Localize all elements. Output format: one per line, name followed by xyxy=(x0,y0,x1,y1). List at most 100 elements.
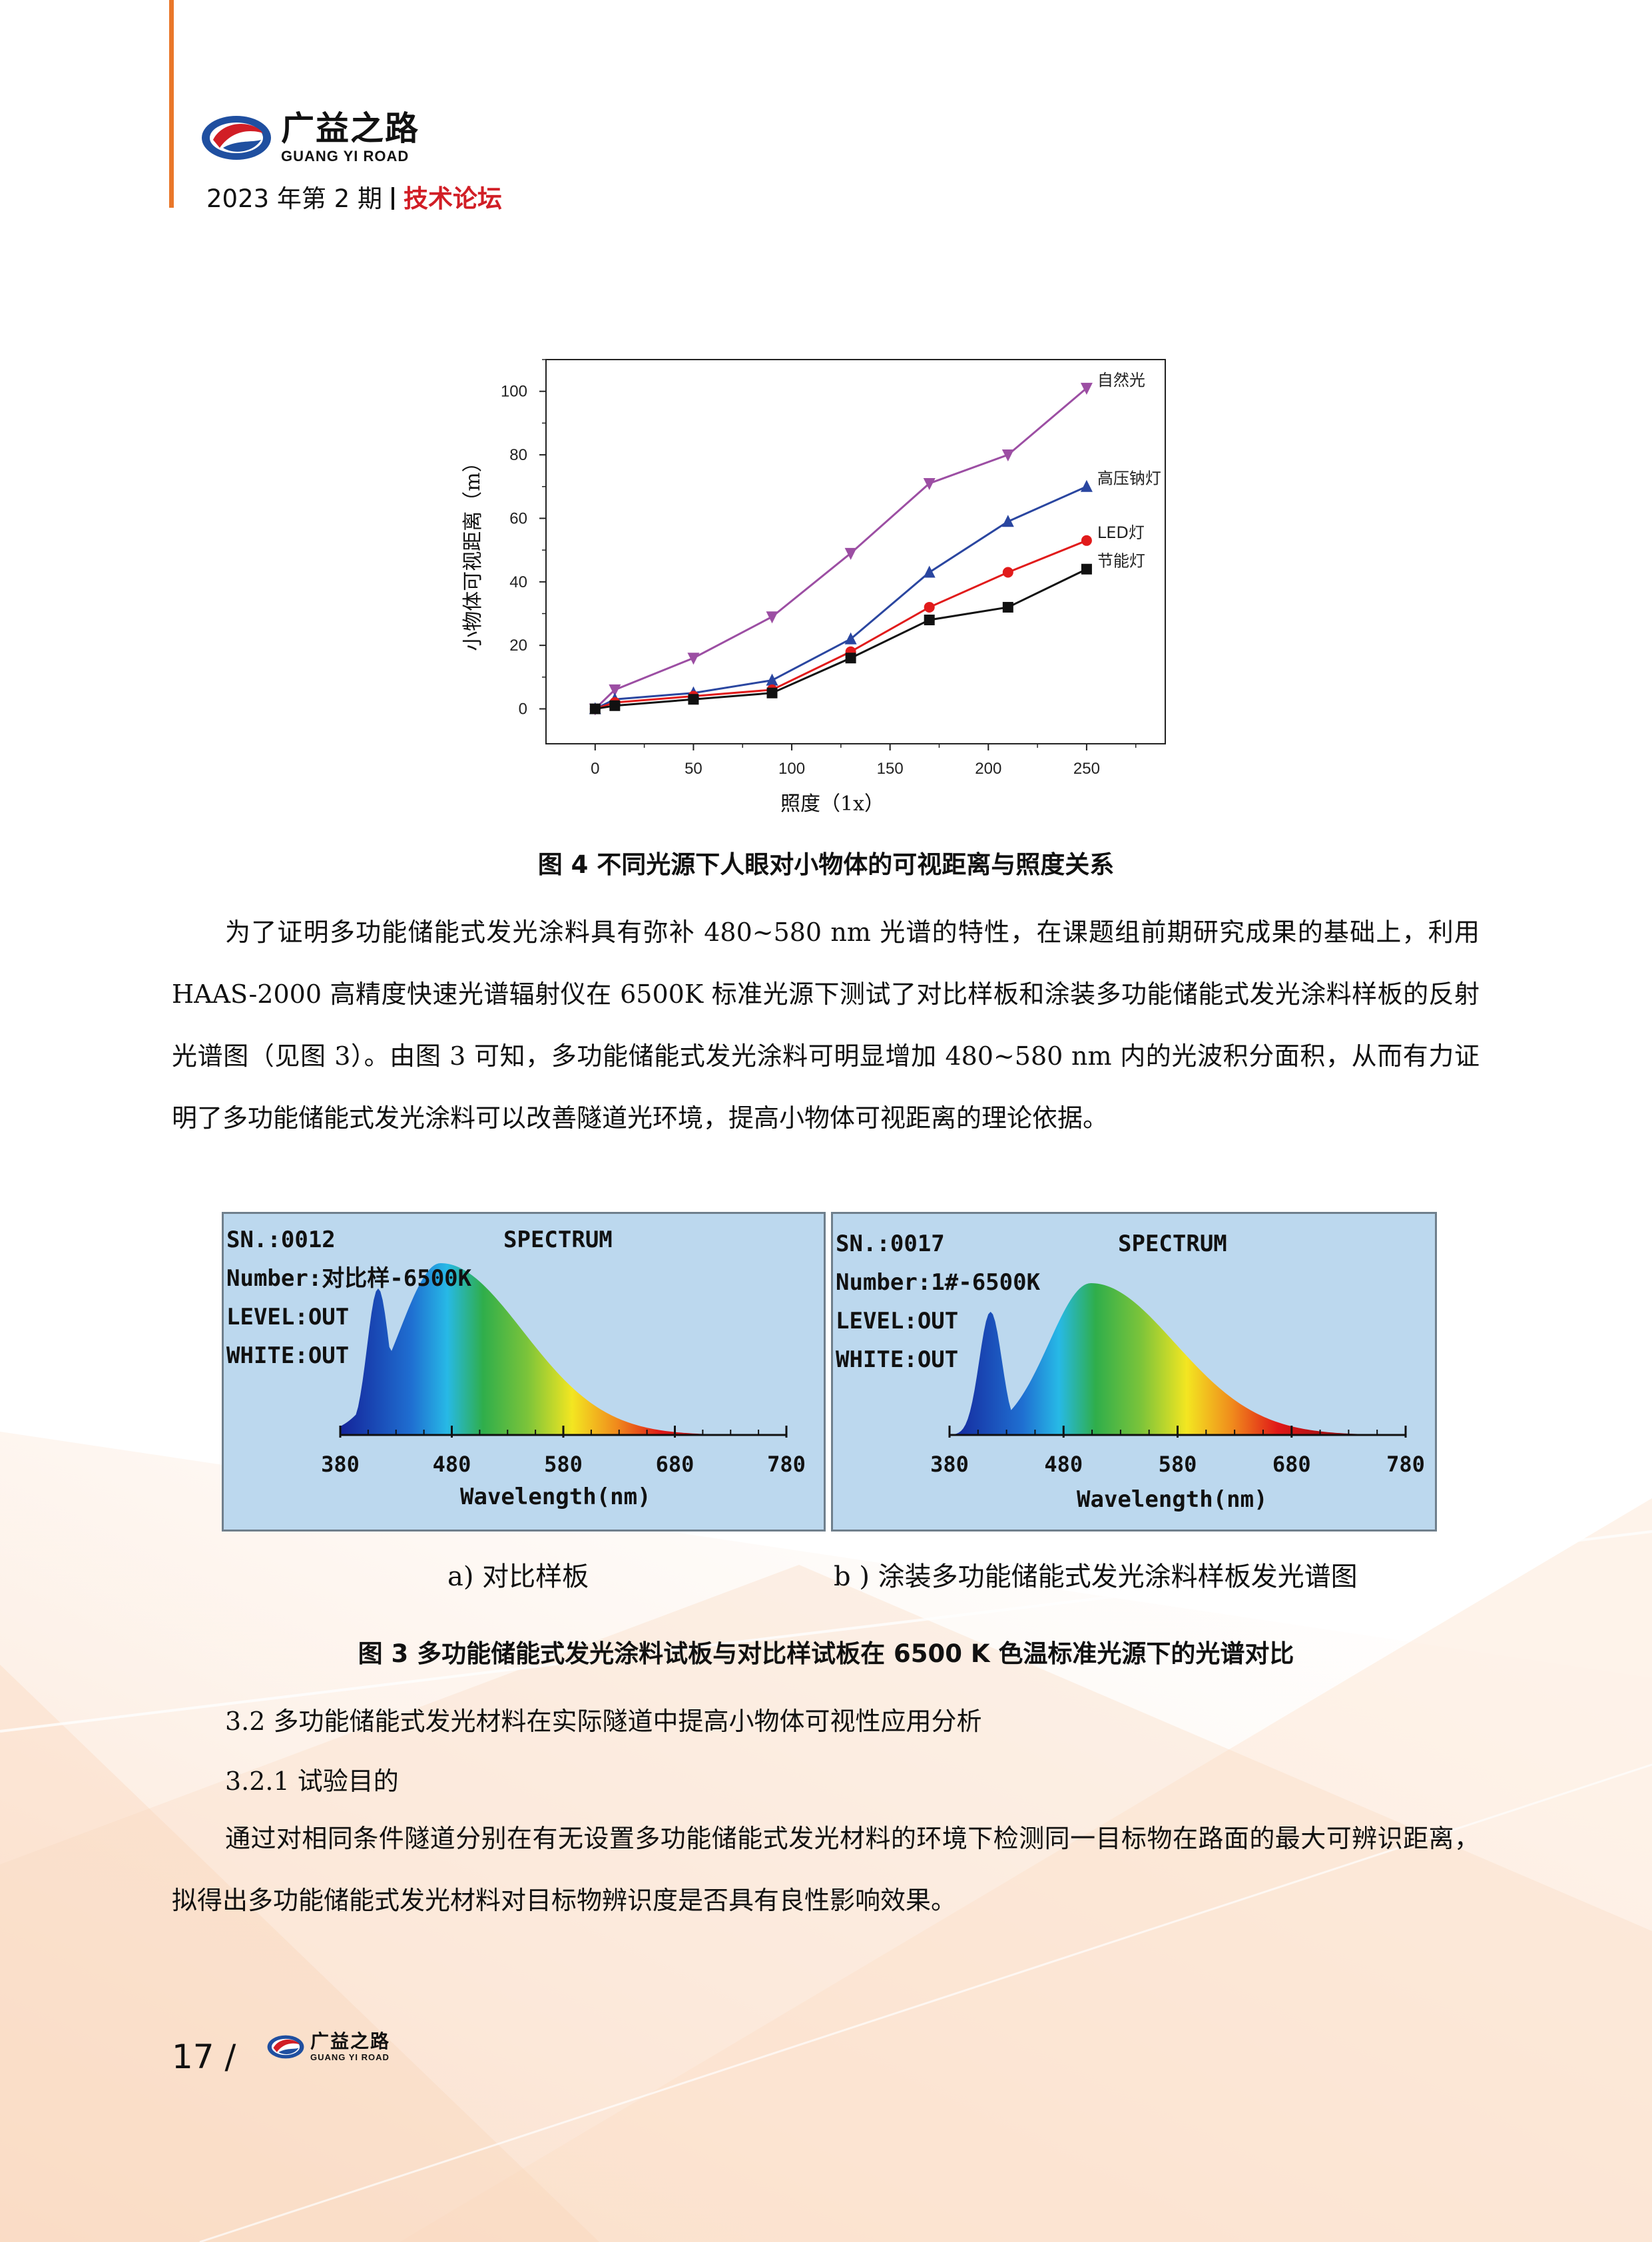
series-label: LED灯 xyxy=(1097,523,1145,542)
spectrum-b-title: SPECTRUM xyxy=(1118,1231,1227,1257)
footer-logo-english-name: GUANG YI ROAD xyxy=(310,2052,390,2062)
logo-chinese-name: 广益之路 xyxy=(281,109,419,148)
plot-frame xyxy=(545,359,1166,744)
series-line xyxy=(595,485,1087,710)
y-tick-label: 0 xyxy=(519,701,527,718)
y-tick-label: 80 xyxy=(509,446,527,464)
data-point xyxy=(1081,563,1092,575)
header-logo: 广益之路 GUANG YI ROAD xyxy=(200,112,419,164)
y-tick-label: 100 xyxy=(501,383,527,401)
figure4-line-chart: 0 50 100 150 200 250 0 20 40 60 80 100 照度（1x） 小物体可视距离… xyxy=(461,359,1166,816)
data-point xyxy=(923,565,936,578)
spectrum-a-sn: SN.:0012 xyxy=(226,1227,336,1253)
x-tick-label: 0 xyxy=(591,760,599,778)
series-line xyxy=(595,539,1087,710)
footer-logo-mark-icon xyxy=(267,2035,304,2059)
figure3-subcaption-a: a) 对比样板 xyxy=(447,1561,589,1592)
spectrum-b-xlabel: Wavelength(nm) xyxy=(1077,1486,1268,1513)
figure3-subcaption-b: b ) 涂装多功能储能式发光涂料样板发光谱图 xyxy=(834,1561,1358,1592)
spectrum-a-plot: 380 480 580 680 780 xyxy=(321,1263,806,1477)
spectrum-a-white: WHITE:OUT xyxy=(226,1342,350,1369)
data-point xyxy=(1080,479,1093,492)
b-x-tick-label: 780 xyxy=(1386,1452,1425,1477)
section-name: 技术论坛 xyxy=(404,184,502,213)
series-label: 高压钠灯 xyxy=(1097,469,1161,488)
paragraph-2: 通过对相同条件隧道分别在有无设置多功能储能式发光材料的环境下检测同一目标物在路面… xyxy=(172,1808,1480,1932)
data-point xyxy=(766,673,778,686)
spectrum-b-level: LEVEL:OUT xyxy=(836,1308,959,1334)
series-label: 节能灯 xyxy=(1097,552,1145,571)
spectrum-b-plot: 380 480 580 680 780 xyxy=(930,1283,1425,1477)
a-spectrum-curve xyxy=(340,1263,786,1435)
x-axis-label: 照度（1x） xyxy=(780,792,884,816)
b-spectrum-curve xyxy=(950,1283,1406,1435)
spectrum-b-number: Number:1#-6500K xyxy=(836,1269,1041,1296)
data-point xyxy=(1001,515,1014,527)
logo-mark-icon xyxy=(202,116,271,160)
paragraph-1: 为了证明多功能储能式发光涂料具有弥补 480~580 nm 光谱的特性，在课题组… xyxy=(172,902,1480,1149)
data-point xyxy=(923,477,936,490)
spectrum-a-number: Number:对比样-6500K xyxy=(226,1265,472,1292)
x-tick-label: 50 xyxy=(685,760,702,778)
subsection-heading: 3.2.1 试验目的 xyxy=(172,1751,1480,1811)
data-point xyxy=(1002,601,1013,613)
data-point xyxy=(687,653,700,665)
paragraph-2-text: 通过对相同条件隧道分别在有无设置多功能储能式发光材料的环境下检测同一目标物在路面… xyxy=(172,1824,1480,1915)
x-tick-label: 200 xyxy=(975,760,1001,778)
series-line xyxy=(594,387,1087,710)
data-point xyxy=(1002,567,1013,578)
data-point xyxy=(688,694,699,705)
spectrum-b-sn: SN.:0017 xyxy=(836,1231,945,1257)
spectrum-panel-a: 380 480 580 680 780 SN.:0012 Number:对比样-6500… xyxy=(222,1212,826,1532)
footer-logo: 广益之路 GUANG YI ROAD xyxy=(266,2032,390,2062)
a-x-tick-label: 480 xyxy=(433,1452,471,1477)
data-point xyxy=(924,615,935,626)
b-x-tick-label: 380 xyxy=(930,1452,969,1477)
section-heading: 3.2 多功能储能式发光材料在实际隧道中提高小物体可视性应用分析 xyxy=(172,1691,1480,1751)
page-number: 17 / xyxy=(172,2038,236,2076)
y-axis-label: 小物体可视距离（m） xyxy=(461,452,485,651)
data-point xyxy=(1080,382,1093,395)
spectrum-a-level: LEVEL:OUT xyxy=(226,1304,350,1330)
b-x-tick-label: 680 xyxy=(1272,1452,1311,1477)
figure3-caption: 图 3 多功能储能式发光涂料试板与对比样试板在 6500 K 色温标准光源下的光… xyxy=(358,1639,1294,1668)
series-line xyxy=(595,568,1087,710)
b-x-tick-label: 580 xyxy=(1159,1452,1197,1477)
x-tick-label: 150 xyxy=(877,760,904,778)
data-point xyxy=(844,547,857,560)
header-accent-bar xyxy=(169,0,174,208)
x-tick-label: 250 xyxy=(1073,760,1100,778)
figure4-caption: 图 4 不同光源下人眼对小物体的可视距离与照度关系 xyxy=(537,850,1115,879)
a-x-tick-label: 680 xyxy=(656,1452,694,1477)
spectrum-a-xlabel: Wavelength(nm) xyxy=(460,1484,651,1510)
series-label: 自然光 xyxy=(1097,371,1145,390)
y-tick-label: 20 xyxy=(509,637,527,655)
spectrum-b-white: WHITE:OUT xyxy=(836,1346,959,1373)
spectrum-panel-b: 380 480 580 680 780 SN.:0017 Number:1#-6500K… xyxy=(831,1212,1437,1532)
paragraph-1-text: 为了证明多功能储能式发光涂料具有弥补 480~580 nm 光谱的特性，在课题组… xyxy=(172,918,1480,1133)
section-heading-text: 3.2 多功能储能式发光材料在实际隧道中提高小物体可视性应用分析 xyxy=(225,1707,982,1736)
a-x-tick-label: 580 xyxy=(544,1452,583,1477)
b-x-tick-label: 480 xyxy=(1044,1452,1083,1477)
issue-number: 2023 年第 2 期 xyxy=(206,184,382,213)
y-tick-label: 40 xyxy=(509,573,527,591)
data-point xyxy=(609,684,621,697)
a-x-tick-label: 380 xyxy=(321,1452,360,1477)
data-point xyxy=(766,611,778,624)
data-point xyxy=(1001,449,1014,462)
data-point xyxy=(609,700,621,711)
logo-english-name: GUANG YI ROAD xyxy=(281,148,410,164)
subsection-heading-text: 3.2.1 试验目的 xyxy=(225,1767,399,1796)
data-point xyxy=(924,601,935,613)
data-point xyxy=(845,653,856,664)
data-point xyxy=(766,687,778,699)
issue-separator xyxy=(392,187,394,210)
footer-logo-chinese-name: 广益之路 xyxy=(310,2030,391,2052)
issue-line: 2023 年第 2 期技术论坛 xyxy=(206,178,502,214)
y-tick-label: 60 xyxy=(509,509,527,527)
data-point xyxy=(589,703,601,714)
a-x-tick-label: 780 xyxy=(767,1452,806,1477)
x-tick-label: 100 xyxy=(778,760,805,778)
data-point xyxy=(844,632,857,645)
data-point xyxy=(1081,535,1092,546)
